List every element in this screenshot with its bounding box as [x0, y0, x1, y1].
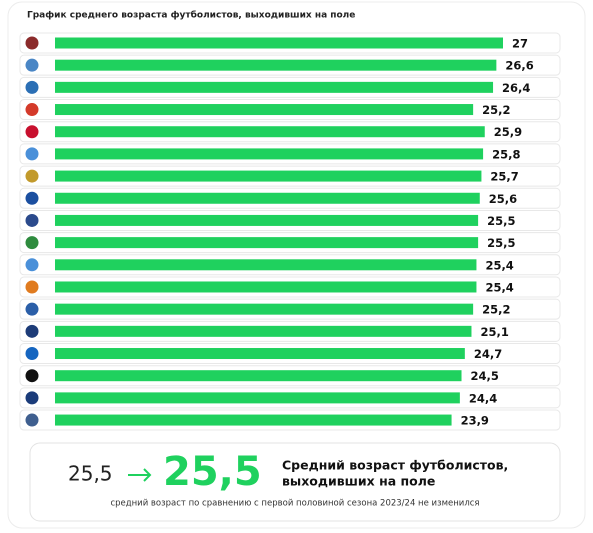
team-logo	[25, 369, 39, 383]
bar	[55, 237, 479, 249]
bar	[55, 370, 462, 382]
team-logo	[25, 236, 39, 250]
team-logo	[25, 302, 39, 316]
bar	[55, 392, 460, 404]
value-label: 25,6	[489, 192, 517, 206]
bar	[55, 126, 485, 138]
bar	[55, 259, 477, 271]
value-label: 25,7	[490, 170, 518, 184]
bar	[55, 104, 474, 116]
value-label: 25,4	[485, 258, 513, 272]
bar	[55, 414, 452, 426]
value-label: 25,2	[482, 103, 510, 117]
team-logo	[25, 58, 39, 72]
value-label: 25,5	[487, 236, 515, 250]
bar	[55, 303, 474, 315]
value-label: 26,6	[505, 59, 533, 73]
arrow	[128, 468, 152, 482]
team-logo	[25, 80, 39, 94]
summary-label: выходивших на поле	[282, 474, 435, 489]
bar	[55, 192, 480, 204]
summary-previous: 25,5	[68, 462, 113, 486]
team-logo	[25, 391, 39, 405]
value-label: 25,1	[480, 325, 508, 339]
summary-current: 25,5	[163, 449, 262, 495]
value-label: 24,5	[471, 369, 499, 383]
bar	[55, 348, 465, 360]
team-logo	[25, 213, 39, 227]
team-logo	[25, 103, 39, 117]
team-logo	[25, 147, 39, 161]
team-logo	[25, 125, 39, 139]
summary-note: средний возраст по сравнению с первой по…	[110, 499, 479, 509]
bar	[55, 170, 482, 182]
summary-label: Средний возраст футболистов,	[282, 458, 508, 473]
value-label: 23,9	[461, 414, 489, 428]
bar	[55, 37, 503, 49]
value-label: 27	[512, 37, 528, 51]
team-logo	[25, 191, 39, 205]
team-logo	[25, 413, 39, 427]
bar	[55, 81, 494, 93]
value-label: 24,7	[474, 347, 502, 361]
value-label: 26,4	[502, 81, 530, 95]
bar	[55, 148, 484, 160]
value-label: 25,4	[485, 280, 513, 294]
team-logo	[25, 169, 39, 183]
value-label: 25,5	[487, 214, 515, 228]
value-label: 25,2	[482, 303, 510, 317]
team-logo	[25, 36, 39, 50]
bar	[55, 59, 497, 71]
bar	[55, 325, 472, 337]
value-label: 24,4	[469, 391, 497, 405]
value-label: 25,9	[494, 125, 522, 139]
team-logo	[25, 280, 39, 294]
bar	[55, 281, 477, 293]
team-logo	[25, 347, 39, 361]
summary-box	[29, 442, 561, 522]
value-label: 25,8	[492, 147, 520, 161]
bar	[55, 214, 479, 226]
team-logo	[25, 324, 39, 338]
team-logo	[25, 258, 39, 272]
chart-title: График среднего возраста футболистов, вы…	[27, 10, 355, 21]
